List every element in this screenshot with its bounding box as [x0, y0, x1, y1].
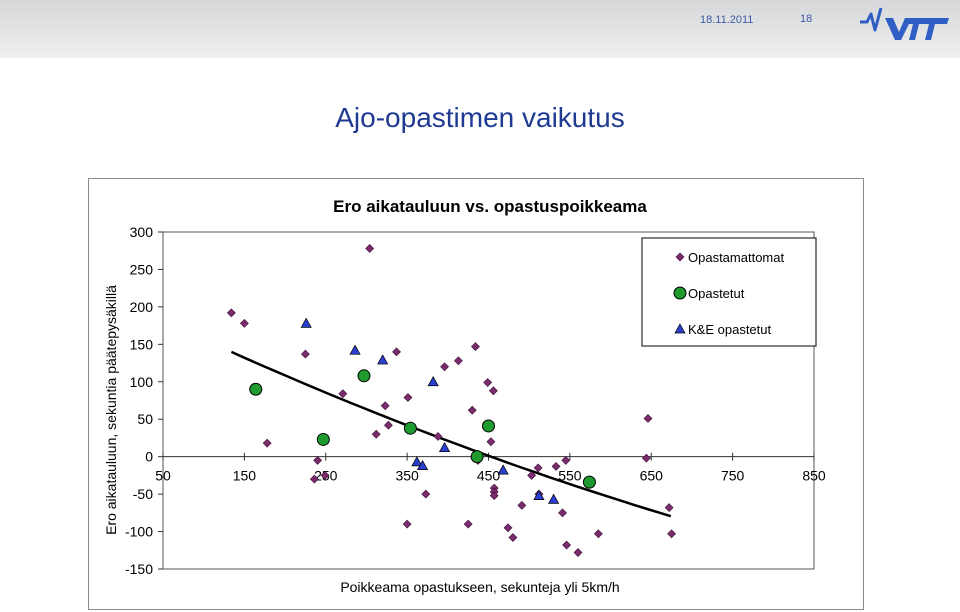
data-point-circle — [316, 432, 330, 446]
data-point-diamond — [338, 389, 348, 399]
x-tick-label: 350 — [395, 468, 419, 484]
data-point-triangle — [427, 376, 439, 387]
legend-label: Opastetut — [688, 286, 745, 301]
data-point-diamond — [453, 356, 463, 366]
data-point-diamond — [309, 474, 319, 484]
data-point-diamond — [643, 414, 653, 423]
data-point-diamond — [433, 432, 443, 441]
data-point-diamond — [517, 500, 527, 510]
data-point-diamond — [664, 503, 674, 513]
data-point-diamond — [402, 519, 412, 529]
data-point-diamond — [573, 548, 583, 557]
data-point-diamond — [508, 533, 518, 542]
data-point-diamond — [488, 386, 498, 396]
data-point-diamond — [440, 362, 449, 372]
x-tick-label: 850 — [802, 468, 826, 484]
x-tick-label: 750 — [721, 468, 745, 484]
x-tick-label: 450 — [477, 468, 501, 484]
chart-title: Ero aikatauluun vs. opastuspoikkeama — [333, 197, 647, 216]
data-point-diamond — [533, 463, 543, 473]
slide-date: 18.11.2011 — [700, 14, 754, 26]
y-tick-label: -150 — [125, 561, 153, 577]
data-point-triangle — [349, 344, 361, 355]
legend-marker-circle — [673, 286, 687, 300]
legend-marker-diamond — [675, 252, 685, 262]
y-tick-label: -50 — [133, 486, 153, 502]
data-point-diamond — [380, 401, 390, 411]
data-point-circle — [403, 421, 417, 435]
data-point-diamond — [239, 318, 249, 328]
x-tick-label: 150 — [233, 468, 257, 484]
data-points — [226, 244, 677, 557]
y-tick-label: 250 — [130, 261, 154, 277]
data-point-diamond — [313, 455, 323, 465]
data-point-diamond — [486, 437, 496, 447]
data-point-diamond — [226, 308, 236, 318]
data-point-diamond — [641, 453, 651, 463]
y-tick-label: 50 — [137, 411, 153, 427]
data-point-triangle — [497, 464, 509, 475]
data-point-diamond — [562, 540, 572, 550]
legend-marker-triangle — [674, 323, 686, 334]
data-point-triangle — [438, 441, 451, 453]
trend-curve — [230, 350, 672, 518]
slide-title: Ajo-opastimen vaikutus — [335, 102, 625, 133]
data-point-triangle — [548, 493, 560, 504]
x-tick-label: 50 — [155, 468, 171, 484]
x-tick-label: 550 — [558, 468, 582, 484]
data-point-diamond — [320, 470, 330, 480]
data-point-diamond — [527, 470, 537, 480]
data-point-triangle — [377, 354, 389, 365]
chart-frame — [88, 178, 864, 610]
x-axis-label: Poikkeama opastukseen, sekunteja yli 5km… — [340, 579, 619, 595]
data-point-diamond — [561, 455, 571, 465]
legend-label: Opastamattomat — [688, 250, 784, 265]
y-tick-label: 100 — [130, 374, 154, 390]
data-point-diamond — [483, 378, 493, 387]
data-point-circle — [357, 369, 371, 383]
data-point-triangle — [300, 317, 312, 328]
data-point-diamond — [403, 393, 413, 402]
data-point-diamond — [467, 405, 477, 415]
data-point-diamond — [365, 244, 375, 253]
page-number: 18 — [800, 13, 813, 25]
y-tick-label: 150 — [130, 336, 154, 352]
y-tick-label: 0 — [145, 449, 153, 465]
header-bar: 18.11.2011 18 — [0, 0, 960, 58]
data-point-triangle — [411, 456, 423, 467]
legend-box — [641, 237, 817, 347]
data-point-diamond — [551, 461, 561, 471]
data-point-circle — [482, 419, 495, 433]
y-axis-label: Ero aikatauluun, sekuntia päätepysäkillä — [103, 285, 119, 535]
y-tick-label: 300 — [130, 224, 154, 240]
data-point-diamond — [471, 342, 480, 352]
data-point-circle — [249, 382, 263, 396]
data-point-diamond — [300, 349, 310, 359]
y-tick-label: -100 — [125, 524, 153, 540]
data-point-diamond — [667, 529, 677, 539]
data-point-circle — [582, 475, 596, 489]
data-point-circle — [470, 450, 484, 464]
x-tick-label: 650 — [640, 468, 664, 484]
data-point-diamond — [558, 508, 567, 518]
data-point-diamond — [371, 429, 381, 439]
data-point-diamond — [593, 529, 603, 539]
data-point-diamond — [503, 523, 513, 533]
y-tick-label: 200 — [130, 299, 154, 315]
legend-label: K&E opastetut — [688, 322, 771, 337]
vtt-logo — [860, 7, 949, 40]
data-point-diamond — [421, 489, 431, 499]
data-point-diamond — [392, 347, 401, 357]
data-point-diamond — [489, 491, 499, 501]
legend: Opastamattomat Opastetut K&E opastetut — [641, 237, 817, 347]
data-point-diamond — [463, 519, 473, 529]
data-point-diamond — [262, 438, 272, 448]
data-point-diamond — [383, 420, 393, 430]
data-point-triangle — [416, 459, 429, 471]
data-point-triangle — [533, 489, 545, 500]
trendline — [230, 350, 672, 518]
